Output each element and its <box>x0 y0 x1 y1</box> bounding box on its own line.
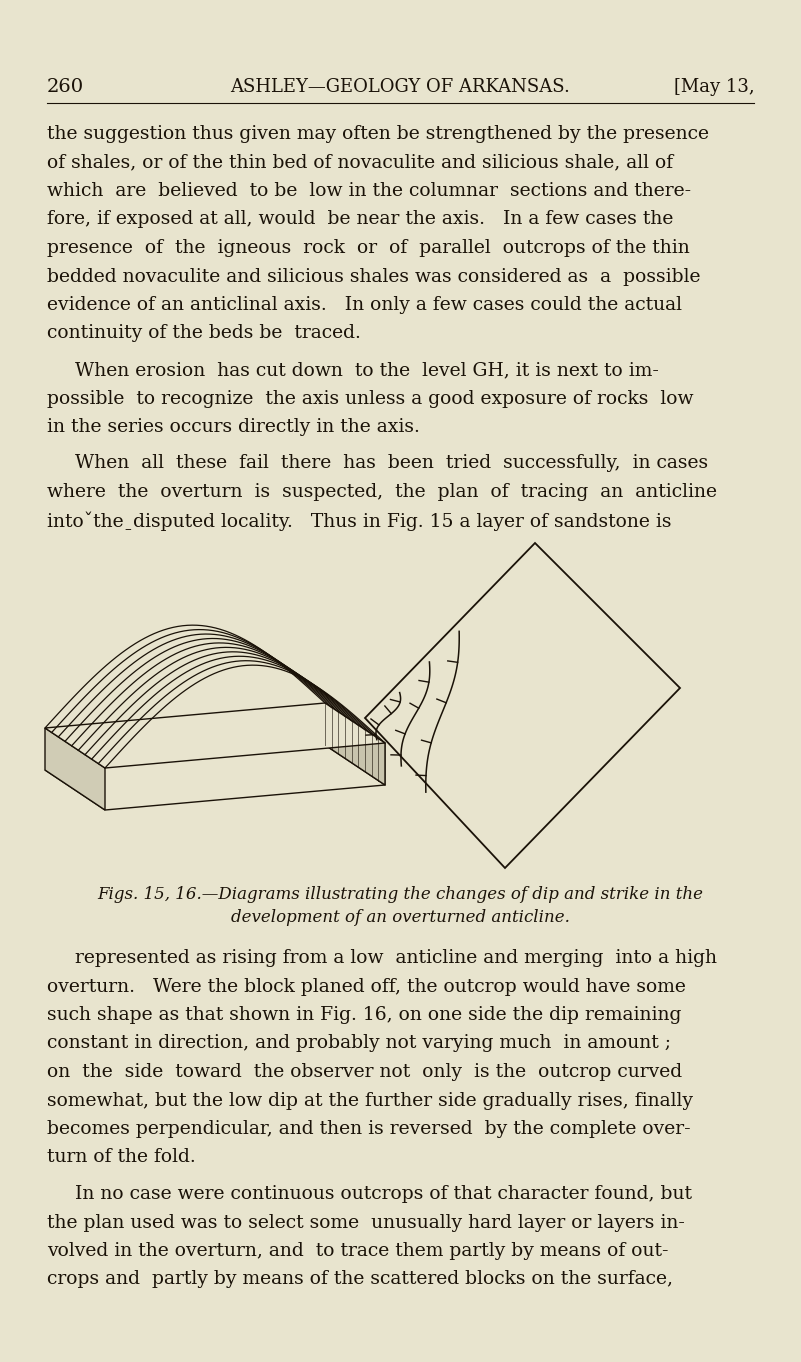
Text: represented as rising from a low  anticline and merging  into a high: represented as rising from a low anticli… <box>75 949 717 967</box>
Text: the plan used was to select some  unusually hard layer or layers in-: the plan used was to select some unusual… <box>47 1214 685 1231</box>
Text: which  are  believed  to be  low in the columnar  sections and there-: which are believed to be low in the colu… <box>47 183 691 200</box>
Text: presence  of  the  igneous  rock  or  of  parallel  outcrops of the thin: presence of the igneous rock or of paral… <box>47 238 690 257</box>
Text: intoˇtheˍdisputed locality.   Thus in Fig. 15 a layer of sandstone is: intoˇtheˍdisputed locality. Thus in Fig.… <box>47 512 671 531</box>
Polygon shape <box>45 729 105 810</box>
Text: development of an overturned anticline.: development of an overturned anticline. <box>231 908 570 926</box>
Text: becomes perpendicular, and then is reversed  by the complete over-: becomes perpendicular, and then is rever… <box>47 1120 690 1139</box>
Text: on  the  side  toward  the observer not  only  is the  outcrop curved: on the side toward the observer not only… <box>47 1062 682 1081</box>
Text: volved in the overturn, and  to trace them partly by means of out-: volved in the overturn, and to trace the… <box>47 1242 669 1260</box>
Polygon shape <box>325 703 385 785</box>
Polygon shape <box>45 703 385 768</box>
Text: 260: 260 <box>47 78 84 95</box>
Text: When  all  these  fail  there  has  been  tried  successfully,  in cases: When all these fail there has been tried… <box>75 455 708 473</box>
Text: of shales, or of the thin bed of novaculite and silicious shale, all of: of shales, or of the thin bed of novacul… <box>47 154 673 172</box>
Text: possible  to recognize  the axis unless a good exposure of rocks  low: possible to recognize the axis unless a … <box>47 390 694 407</box>
Text: When erosion  has cut down  to the  level GH, it is next to im-: When erosion has cut down to the level G… <box>75 361 659 379</box>
Text: such shape as that shown in Fig. 16, on one side the dip remaining: such shape as that shown in Fig. 16, on … <box>47 1007 682 1024</box>
Text: overturn.   Were the block planed off, the outcrop would have some: overturn. Were the block planed off, the… <box>47 978 686 996</box>
Text: continuity of the beds be  traced.: continuity of the beds be traced. <box>47 324 361 342</box>
Text: in the series occurs directly in the axis.: in the series occurs directly in the axi… <box>47 418 420 436</box>
Text: fore, if exposed at all, would  be near the axis.   In a few cases the: fore, if exposed at all, would be near t… <box>47 211 674 229</box>
Text: where  the  overturn  is  suspected,  the  plan  of  tracing  an  anticline: where the overturn is suspected, the pla… <box>47 484 717 501</box>
Text: somewhat, but the low dip at the further side gradually rises, finally: somewhat, but the low dip at the further… <box>47 1091 693 1110</box>
Text: ASHLEY—GEOLOGY OF ARKANSAS.: ASHLEY—GEOLOGY OF ARKANSAS. <box>230 78 570 95</box>
Text: crops and  partly by means of the scattered blocks on the surface,: crops and partly by means of the scatter… <box>47 1271 673 1288</box>
Text: evidence of an anticlinal axis.   In only a few cases could the actual: evidence of an anticlinal axis. In only … <box>47 296 682 315</box>
Text: turn of the fold.: turn of the fold. <box>47 1148 195 1166</box>
Text: the suggestion thus given may often be strengthened by the presence: the suggestion thus given may often be s… <box>47 125 709 143</box>
Text: bedded novaculite and silicious shales was considered as  a  possible: bedded novaculite and silicious shales w… <box>47 267 701 286</box>
Text: In no case were continuous outcrops of that character found, but: In no case were continuous outcrops of t… <box>75 1185 692 1203</box>
Text: [May 13,: [May 13, <box>674 78 755 95</box>
Text: constant in direction, and probably not varying much  in amount ;: constant in direction, and probably not … <box>47 1035 671 1053</box>
Text: Figs. 15, 16.—Diagrams illustrating the changes of dip and strike in the: Figs. 15, 16.—Diagrams illustrating the … <box>97 887 703 903</box>
Polygon shape <box>45 745 385 810</box>
Polygon shape <box>365 543 680 868</box>
